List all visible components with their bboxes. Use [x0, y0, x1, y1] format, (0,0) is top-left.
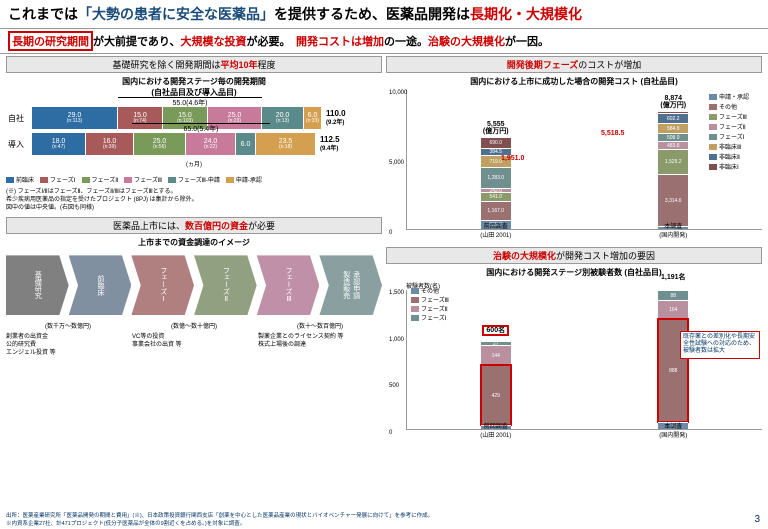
sec1-legend: 前臨床フェーズⅠ フェーズⅡ フェーズⅢ フェーズⅢ-申請申請-承認: [6, 175, 382, 184]
sec3-flow: 基礎研究前臨床フェーズⅠフェーズⅡフェーズⅢ承認申請 製造販売: [6, 255, 382, 315]
sec4-ylabel: 被験者数(名): [406, 281, 762, 290]
sec3-subtitle: 上市までの資金調達のイメージ: [6, 237, 382, 248]
legend-item: フェーズⅠ: [40, 175, 75, 184]
legend-item: 申請-承認: [226, 175, 262, 184]
legend-item: フェーズⅡ: [82, 175, 119, 184]
sec1-note: (※) フェーズⅠ/ⅡはフェーズⅡ、フェーズⅡ/ⅢはフェーズⅢとする。 希少疾病…: [6, 189, 382, 212]
flow-step: 前臨床: [69, 255, 132, 315]
vbar: 51888164881,191名本調査 (国内開発): [658, 290, 688, 429]
page-subheader: 長期の研究期間が大前提であり、大規模な投資が必要。 開発コストは増加の一途。治験…: [0, 28, 768, 54]
flow-box: (数億〜数十億円)VC等の投資 事業会社の出資 等: [132, 324, 256, 357]
sec2-subtitle: 国内における上市に成功した場合の開発コスト (自社品目): [386, 76, 762, 87]
sec4-title: 治験の大規模化が開発コスト増加の要因: [386, 247, 762, 264]
flow-box: (数千万〜数億円)創業者の出資金 公的研究費 エンジェル投資 等: [6, 324, 130, 357]
sec3-boxes: (数千万〜数億円)創業者の出資金 公的研究費 エンジェル投資 等(数億〜数十億円…: [6, 324, 382, 357]
legend-item: フェーズⅢ: [124, 175, 162, 184]
sec4-subtitle: 国内における開発ステージ別被験者数 (自社品目): [386, 267, 762, 278]
right-column: 開発後期フェーズのコストが増加 国内における上市に成功した場合の開発コスト (自…: [386, 56, 762, 430]
sec4-callout: 既存薬との差別化や長期安全性試験への対応のため、被験者数は拡大: [680, 331, 760, 359]
vbar: 529.01,167.0541.0242.01,283.0719.0384.56…: [481, 137, 511, 229]
legend-item: フェーズⅡ: [411, 304, 449, 313]
legend-item: 非臨床Ⅰ: [709, 162, 764, 171]
flow-step: 基礎研究: [6, 255, 69, 315]
sec1-chart: 55.0(4.6年)自社29.0(n:113)15.0(n:74)15.0(n:…: [6, 101, 382, 170]
legend-item: その他: [709, 102, 764, 111]
page-header: これまでは「大勢の患者に安全な医薬品」を提供するため、医薬品開発は長期化・大規模…: [0, 0, 768, 28]
sec2-legend: 申請・承認その他フェーズⅢフェーズⅡフェーズⅠ非臨床Ⅲ非臨床Ⅱ非臨床Ⅰ: [709, 92, 764, 171]
sec4-legend: その他フェーズⅢフェーズⅡフェーズⅠ: [411, 286, 449, 322]
flow-step: フェーズⅢ: [257, 255, 320, 315]
sec1-subtitle: 国内における開発ステージ毎の開発期間 (自社品目及び導入品目): [6, 76, 382, 98]
legend-item: 非臨床Ⅱ: [709, 152, 764, 161]
legend-item: フェーズⅠ: [411, 313, 449, 322]
sec4-chart: 1,5001,000500042914427600名前回調査 (山田 2001)…: [406, 290, 762, 430]
legend-item: フェーズⅢ: [709, 112, 764, 121]
sec2-red1: 1,951.0: [501, 155, 524, 162]
legend-item: その他: [411, 286, 449, 295]
hbar-row: 65.0(5.4年)導入18.0(n:47)16.0(n:39)25.0(n:5…: [8, 133, 380, 155]
flow-step: 承認申請 製造販売: [319, 255, 382, 315]
page-number: 3: [754, 514, 760, 525]
flow-step: フェーズⅠ: [131, 255, 194, 315]
flow-step: フェーズⅡ: [194, 255, 257, 315]
sec2-title: 開発後期フェーズのコストが増加: [386, 56, 762, 73]
legend-item: 前臨床: [6, 175, 34, 184]
sec3-title: 医薬品上市には、数百億円の資金が必要: [6, 217, 382, 234]
sec2-red2: 5,518.5: [601, 130, 624, 137]
vbar: 42914427600名前回調査 (山田 2001): [481, 341, 511, 429]
legend-item: フェーズⅡ: [709, 122, 764, 131]
legend-item: フェーズⅢ: [411, 295, 449, 304]
legend-item: フェーズⅠ: [709, 132, 764, 141]
sec1-title: 基礎研究を除く開発期間は平均10年程度: [6, 56, 382, 73]
legend-item: 非臨床Ⅲ: [709, 142, 764, 151]
legend-item: フェーズⅢ-申請: [168, 175, 220, 184]
left-column: 基礎研究を除く開発期間は平均10年程度 国内における開発ステージ毎の開発期間 (…: [6, 56, 382, 430]
vbar: 3,314.61,525.2483.8508.0584.9602.28,874 …: [658, 111, 688, 229]
footer-source: 出所：医薬産業研究所「医薬品開発の期間と費用」(※)、日本政策投資銀行関西支店「…: [6, 511, 762, 527]
legend-item: 申請・承認: [709, 92, 764, 101]
flow-box: (数十〜数百億円)製薬企業とのライセンス契約 等 株式上場後の調達: [258, 324, 382, 357]
